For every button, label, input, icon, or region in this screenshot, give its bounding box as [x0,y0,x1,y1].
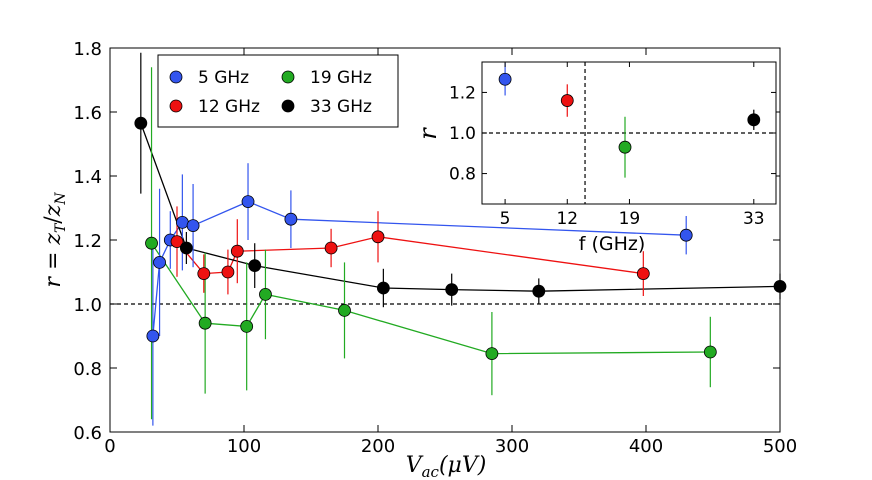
x-tick-label-1: 100 [227,436,261,457]
x-tick-label-3: 300 [495,436,529,457]
x-tick-label-2: 200 [361,436,395,457]
data-point-33ghz-5 [532,284,546,298]
inset-data-point-0 [498,72,512,86]
data-point-19ghz-3 [259,287,272,301]
legend-marker-12ghz [169,99,183,113]
y-tick-label-0: 0.6 [73,423,102,444]
inset-x-tick-label-3: 33 [743,209,765,229]
data-point-5ghz-7 [679,228,693,242]
legend-marker-5ghz [169,70,183,84]
legend-marker-19ghz [281,70,295,84]
data-point-33ghz-1 [179,241,193,255]
legend-label-12ghz: 12 GHz [198,97,260,117]
data-point-5ghz-0 [146,329,160,343]
data-point-5ghz-4 [186,219,200,233]
legend-entry-5ghz: 5 GHz [169,68,249,88]
data-point-19ghz-6 [703,345,717,359]
inset-data-point-1 [560,94,574,107]
data-point-33ghz-0 [134,116,148,130]
legend-label-19ghz: 19 GHz [310,68,372,88]
data-point-5ghz-1 [153,255,166,269]
data-point-12ghz-1 [197,267,211,281]
data-point-19ghz-2 [240,319,254,333]
inset-chart: 5 12 19 33 0.8 1.0 1.2 f (GHz) r [414,61,777,255]
inset-x-tick-label-2: 19 [619,209,641,229]
inset-axis-ticks-layer: 5 12 19 33 0.8 1.0 1.2 [449,62,776,229]
y-tick-label-6: 1.8 [73,39,102,60]
data-point-12ghz-3 [230,244,244,258]
x-tick-label-5: 500 [763,436,797,457]
data-point-19ghz-1 [198,316,212,330]
inset-y-tick-label-2: 1.2 [449,83,476,103]
inset-data-point-2 [618,140,632,154]
y-tick-label-4: 1.4 [73,167,102,188]
x-tick-label-0: 0 [104,436,115,457]
data-point-12ghz-5 [371,230,385,244]
legend-entry-19ghz: 19 GHz [281,68,372,88]
legend-box [157,54,399,128]
main-axis-ticks-layer: 0 100 200 300 400 500 0.6 0.8 1.0 1.2 1.4 1.6 1.8 [73,39,797,457]
data-point-5ghz-6 [284,212,298,226]
x-axis-title: Vac(μV) [406,453,487,480]
y-tick-label-5: 1.6 [73,103,102,124]
legend-entry-12ghz: 12 GHz [169,97,260,117]
data-point-5ghz-5 [241,195,255,209]
legend: 5 GHz 12 GHz 19 GHz 33 GHz [157,54,399,128]
data-point-12ghz-6 [636,267,650,281]
data-point-12ghz-4 [324,241,338,255]
inset-x-axis-title: f (GHz) [579,233,646,255]
y-tick-label-3: 1.2 [73,231,102,252]
inset-y-tick-label-0: 0.8 [449,165,476,185]
data-point-19ghz-0 [145,236,158,250]
data-point-33ghz-3 [376,281,390,295]
y-tick-label-1: 0.8 [73,359,102,380]
main-points-layer [134,116,787,361]
data-point-5ghz-3 [175,215,189,229]
data-point-19ghz-5 [485,347,499,361]
data-point-12ghz-0 [170,235,184,249]
x-tick-label-4: 400 [629,436,663,457]
inset-x-tick-label-1: 12 [556,209,578,229]
data-point-12ghz-2 [221,265,235,279]
legend-entry-33ghz: 33 GHz [281,97,372,117]
inset-reference-lines-layer [482,62,776,204]
legend-label-33ghz: 33 GHz [310,97,372,117]
y-tick-label-2: 1.0 [73,295,102,316]
y-axis-title: r = zT/zN [41,192,69,288]
inset-points-layer [498,72,761,154]
legend-marker-33ghz [281,99,295,113]
data-point-33ghz-2 [248,259,262,273]
inset-data-point-3 [747,113,761,127]
data-point-19ghz-4 [338,303,351,317]
inset-y-axis-title: r [414,127,442,140]
legend-label-5ghz: 5 GHz [198,68,249,88]
inset-y-tick-label-1: 1.0 [449,124,476,144]
inset-x-tick-label-0: 5 [500,209,511,229]
data-point-33ghz-4 [445,283,459,297]
